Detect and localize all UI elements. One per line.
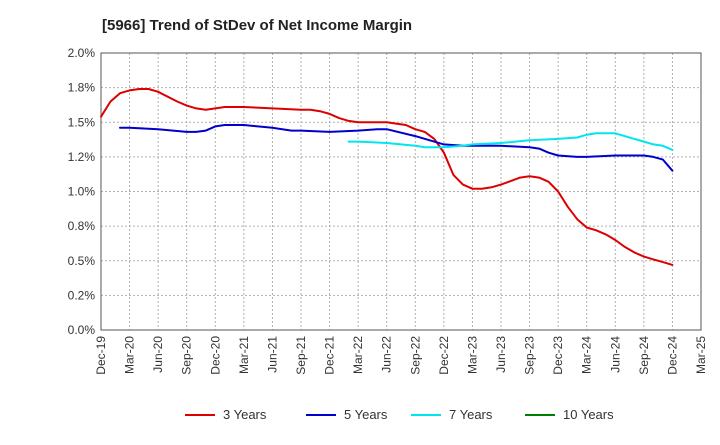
y-tick-label: 1.8% [68, 81, 96, 95]
x-tick-label: Sep-20 [180, 336, 194, 375]
x-tick-label: Mar-23 [465, 336, 479, 374]
x-tick-label: Sep-22 [408, 336, 422, 375]
x-tick-label: Dec-23 [551, 336, 565, 375]
series-line-5-years [119, 124, 674, 172]
chart-title: [5966] Trend of StDev of Net Income Marg… [102, 17, 413, 34]
x-tick-label: Jun-21 [265, 336, 279, 373]
plot-frame [100, 52, 702, 331]
y-tick-label: 0.5% [68, 254, 96, 268]
y-tick-label: 2.0% [68, 46, 96, 60]
x-tick-label: Mar-20 [123, 336, 137, 374]
x-tick-label: Jun-24 [608, 336, 622, 373]
x-tick-label: Dec-20 [208, 336, 222, 375]
x-tick-label: Dec-19 [94, 336, 108, 375]
y-tick-label: 1.5% [68, 115, 96, 129]
y-tick-label: 0.0% [68, 323, 96, 337]
series-line-3-years [100, 88, 674, 266]
x-tick-label: Mar-25 [694, 336, 708, 374]
legend-label: 7 Years [449, 407, 493, 422]
x-tick-label: Jun-20 [151, 336, 165, 373]
x-tick-label: Sep-23 [523, 336, 537, 375]
x-tick-label: Jun-23 [494, 336, 508, 373]
legend-label: 3 Years [223, 407, 267, 422]
x-tick-label: Dec-22 [437, 336, 451, 375]
legend-label: 5 Years [344, 407, 388, 422]
x-tick-label: Sep-21 [294, 336, 308, 375]
x-tick-label: Mar-21 [237, 336, 251, 374]
x-tick-label: Dec-21 [323, 336, 337, 375]
x-tick-label: Jun-22 [380, 336, 394, 373]
y-tick-label: 1.2% [68, 150, 96, 164]
x-tick-label: Mar-22 [351, 336, 365, 374]
legend-label: 10 Years [563, 407, 614, 422]
y-tick-label: 0.8% [68, 219, 96, 233]
series-line-7-years [347, 132, 674, 151]
x-tick-label: Dec-24 [665, 336, 679, 375]
x-tick-label: Sep-24 [637, 336, 651, 375]
x-tick-label: Mar-24 [580, 336, 594, 374]
y-tick-label: 0.2% [68, 288, 96, 302]
y-tick-label: 1.0% [68, 185, 96, 199]
